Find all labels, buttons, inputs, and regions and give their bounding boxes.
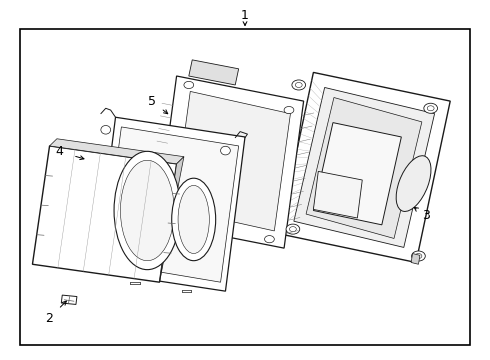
Polygon shape: [103, 127, 239, 282]
Polygon shape: [49, 139, 184, 164]
Polygon shape: [314, 171, 362, 218]
Polygon shape: [174, 91, 291, 231]
Ellipse shape: [164, 211, 174, 218]
Bar: [20, 30, 470, 345]
Ellipse shape: [101, 126, 111, 134]
Polygon shape: [155, 223, 203, 248]
Polygon shape: [411, 253, 420, 264]
Polygon shape: [279, 72, 450, 262]
Ellipse shape: [412, 251, 425, 261]
Polygon shape: [96, 117, 245, 291]
Text: 3: 3: [422, 210, 430, 222]
Ellipse shape: [172, 178, 216, 261]
Polygon shape: [159, 157, 184, 282]
Ellipse shape: [424, 103, 438, 113]
Ellipse shape: [290, 226, 296, 231]
Polygon shape: [157, 76, 304, 248]
Text: 4: 4: [55, 145, 63, 158]
Ellipse shape: [265, 235, 274, 243]
Polygon shape: [189, 60, 239, 85]
Polygon shape: [32, 146, 176, 282]
Ellipse shape: [396, 156, 431, 211]
Polygon shape: [61, 295, 77, 305]
Ellipse shape: [220, 146, 230, 155]
Ellipse shape: [121, 160, 174, 261]
Text: 2: 2: [46, 311, 53, 325]
Ellipse shape: [415, 253, 422, 258]
Ellipse shape: [114, 151, 180, 270]
Ellipse shape: [427, 106, 434, 111]
Ellipse shape: [295, 82, 302, 87]
Polygon shape: [306, 98, 422, 238]
Ellipse shape: [286, 224, 300, 234]
Polygon shape: [314, 123, 401, 225]
Text: 5: 5: [148, 95, 156, 108]
Ellipse shape: [178, 185, 209, 253]
Text: 1: 1: [241, 9, 249, 22]
Ellipse shape: [184, 81, 194, 89]
Ellipse shape: [284, 107, 294, 114]
Polygon shape: [294, 87, 435, 247]
Ellipse shape: [292, 80, 306, 90]
